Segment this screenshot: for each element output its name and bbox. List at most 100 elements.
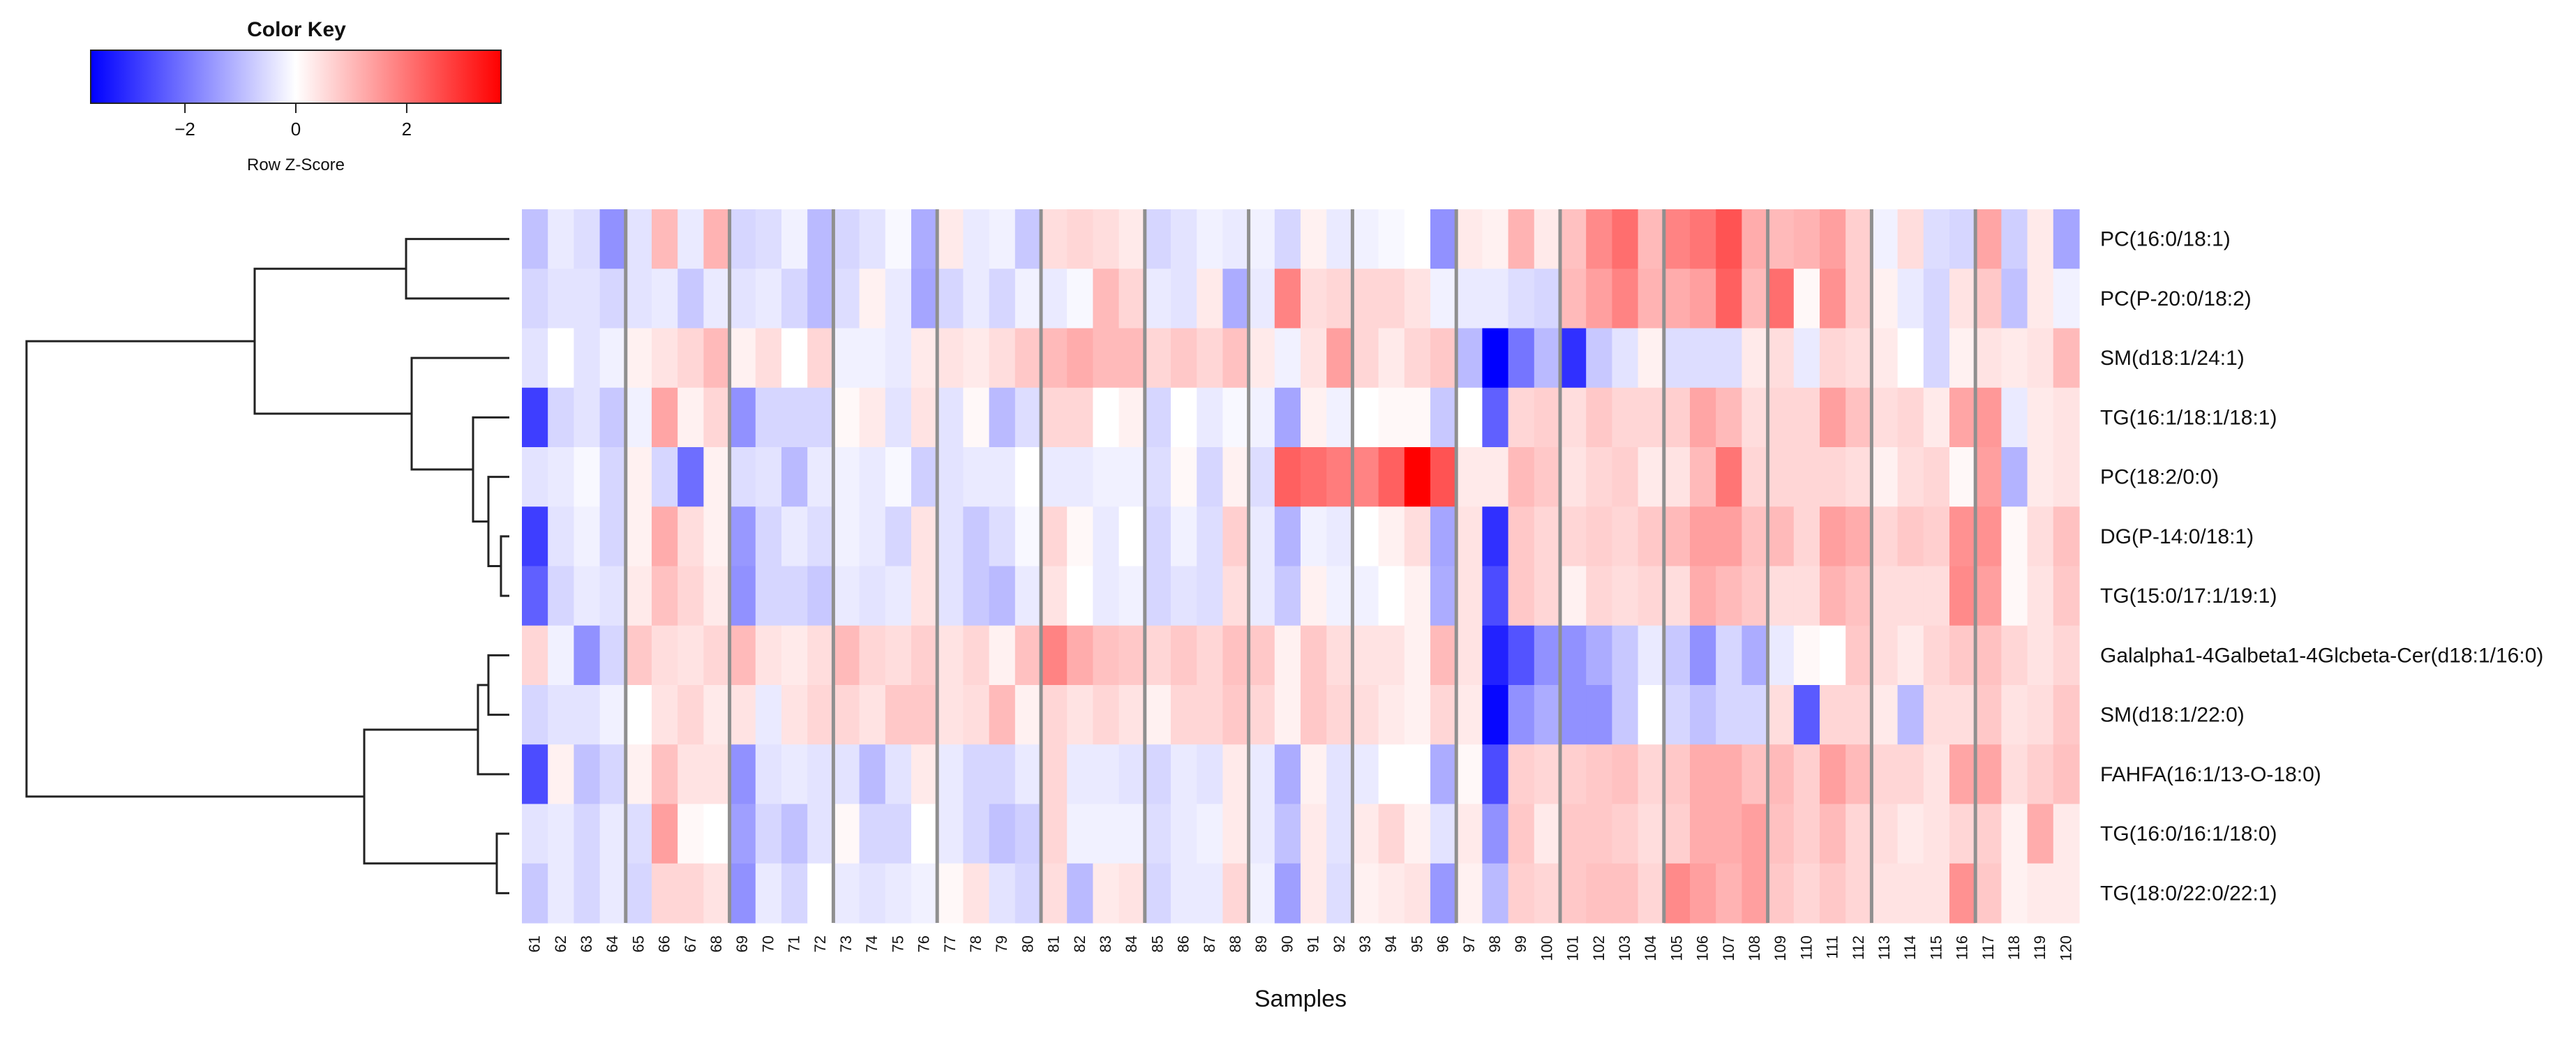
heatmap-cell: [652, 863, 678, 924]
heatmap-cell: [548, 566, 574, 626]
heatmap-cell: [599, 269, 627, 329]
heatmap-cell: [1197, 209, 1223, 269]
heatmap-cell: [522, 625, 548, 686]
heatmap-cell: [1274, 685, 1301, 745]
column-label: 61: [526, 935, 544, 952]
heatmap-cell: [574, 685, 601, 745]
heatmap-cell: [807, 863, 834, 924]
heatmap-cell: [2027, 566, 2054, 626]
heatmap-cell: [1820, 625, 1846, 686]
heatmap-cell: [1767, 744, 1795, 805]
heatmap-cell: [1041, 328, 1068, 389]
heatmap-cell: [2053, 804, 2080, 864]
heatmap-cell: [755, 387, 782, 448]
heatmap-cell: [1456, 209, 1483, 269]
heatmap-cell: [2053, 685, 2080, 745]
heatmap-cell: [1404, 447, 1431, 507]
heatmap-cell: [1690, 744, 1716, 805]
heatmap-cell: [1534, 744, 1561, 805]
heatmap-cell: [807, 447, 834, 507]
column-label: 75: [889, 935, 906, 952]
heatmap-cell: [1638, 625, 1665, 686]
heatmap-cell: [1638, 447, 1665, 507]
heatmap-cell: [1482, 209, 1509, 269]
heatmap-cell: [1663, 269, 1691, 329]
heatmap-cell: [1352, 269, 1379, 329]
heatmap-cell: [1975, 685, 2002, 745]
heatmap-cell: [729, 447, 756, 507]
heatmap-cell: [1742, 744, 1769, 805]
heatmap-cell: [1742, 685, 1769, 745]
column-label: 91: [1305, 935, 1322, 952]
column-label: 68: [707, 935, 725, 952]
heatmap-cell: [2053, 447, 2080, 507]
x-axis-label: Samples: [1255, 986, 1347, 1012]
heatmap-cell: [1378, 447, 1405, 507]
heatmap-cell: [677, 566, 704, 626]
heatmap-cell: [1742, 269, 1769, 329]
column-label: 102: [1590, 935, 1608, 961]
heatmap-cell: [1767, 566, 1795, 626]
heatmap-cell: [2053, 566, 2080, 626]
heatmap-cell: [1923, 506, 1950, 567]
heatmap-cell: [677, 447, 704, 507]
heatmap-cell: [1767, 685, 1795, 745]
heatmap-cell: [1663, 566, 1691, 626]
heatmap-cell: [1378, 269, 1405, 329]
column-label: 74: [863, 935, 881, 952]
color-key: Color Key −2 0 2 Row Z-Score: [90, 18, 502, 174]
heatmap-cell: [911, 387, 938, 448]
heatmap-cell: [1638, 863, 1665, 924]
heatmap-cell: [1456, 506, 1483, 567]
heatmap-cell: [1612, 328, 1639, 389]
heatmap-cell: [911, 447, 938, 507]
heatmap-cell: [1767, 447, 1795, 507]
heatmap-cell: [1820, 209, 1846, 269]
heatmap-cell: [833, 863, 860, 924]
column-label: 98: [1486, 935, 1504, 952]
heatmap-cell: [1586, 625, 1612, 686]
heatmap-cell: [859, 447, 886, 507]
heatmap-cell: [1326, 447, 1353, 507]
heatmap-cell: [989, 506, 1016, 567]
heatmap-cell: [1014, 328, 1042, 389]
heatmap-cell: [1456, 804, 1483, 864]
heatmap-cell: [1118, 447, 1146, 507]
heatmap-cell: [1534, 625, 1561, 686]
heatmap-cell: [522, 566, 548, 626]
heatmap-cell: [1093, 447, 1120, 507]
heatmap-cell: [963, 328, 990, 389]
row-label: DG(P-14:0/18:1): [2100, 525, 2254, 548]
heatmap-cell: [1663, 685, 1691, 745]
column-label: 64: [604, 935, 621, 952]
column-label: 69: [733, 935, 751, 952]
heatmap-cell: [1171, 269, 1197, 329]
heatmap-cell: [1352, 387, 1379, 448]
heatmap-cell: [963, 209, 990, 269]
heatmap-cell: [1014, 269, 1042, 329]
heatmap-cell: [1560, 387, 1587, 448]
heatmap-cell: [1197, 387, 1223, 448]
heatmap-cell: [1301, 447, 1327, 507]
heatmap-cell: [1378, 685, 1405, 745]
column-label: 95: [1408, 935, 1425, 952]
heatmap-cell: [599, 625, 627, 686]
heatmap-cell: [1949, 328, 1976, 389]
heatmap-cell: [2053, 269, 2080, 329]
heatmap-cell: [1144, 269, 1171, 329]
heatmap-cell: [859, 744, 886, 805]
heatmap-cell: [1742, 209, 1769, 269]
heatmap-cell: [1897, 328, 1924, 389]
heatmap-cell: [522, 328, 548, 389]
heatmap-cell: [1949, 804, 1976, 864]
heatmap-cell: [1430, 744, 1457, 805]
heatmap-cell: [1378, 209, 1405, 269]
heatmap-cell: [911, 328, 938, 389]
heatmap-cell: [989, 447, 1016, 507]
heatmap-cell: [1767, 328, 1795, 389]
heatmap-cell: [652, 328, 678, 389]
heatmap-cell: [1586, 566, 1612, 626]
heatmap-cell: [1690, 387, 1716, 448]
heatmap-cell: [2027, 863, 2054, 924]
heatmap-cell: [755, 566, 782, 626]
